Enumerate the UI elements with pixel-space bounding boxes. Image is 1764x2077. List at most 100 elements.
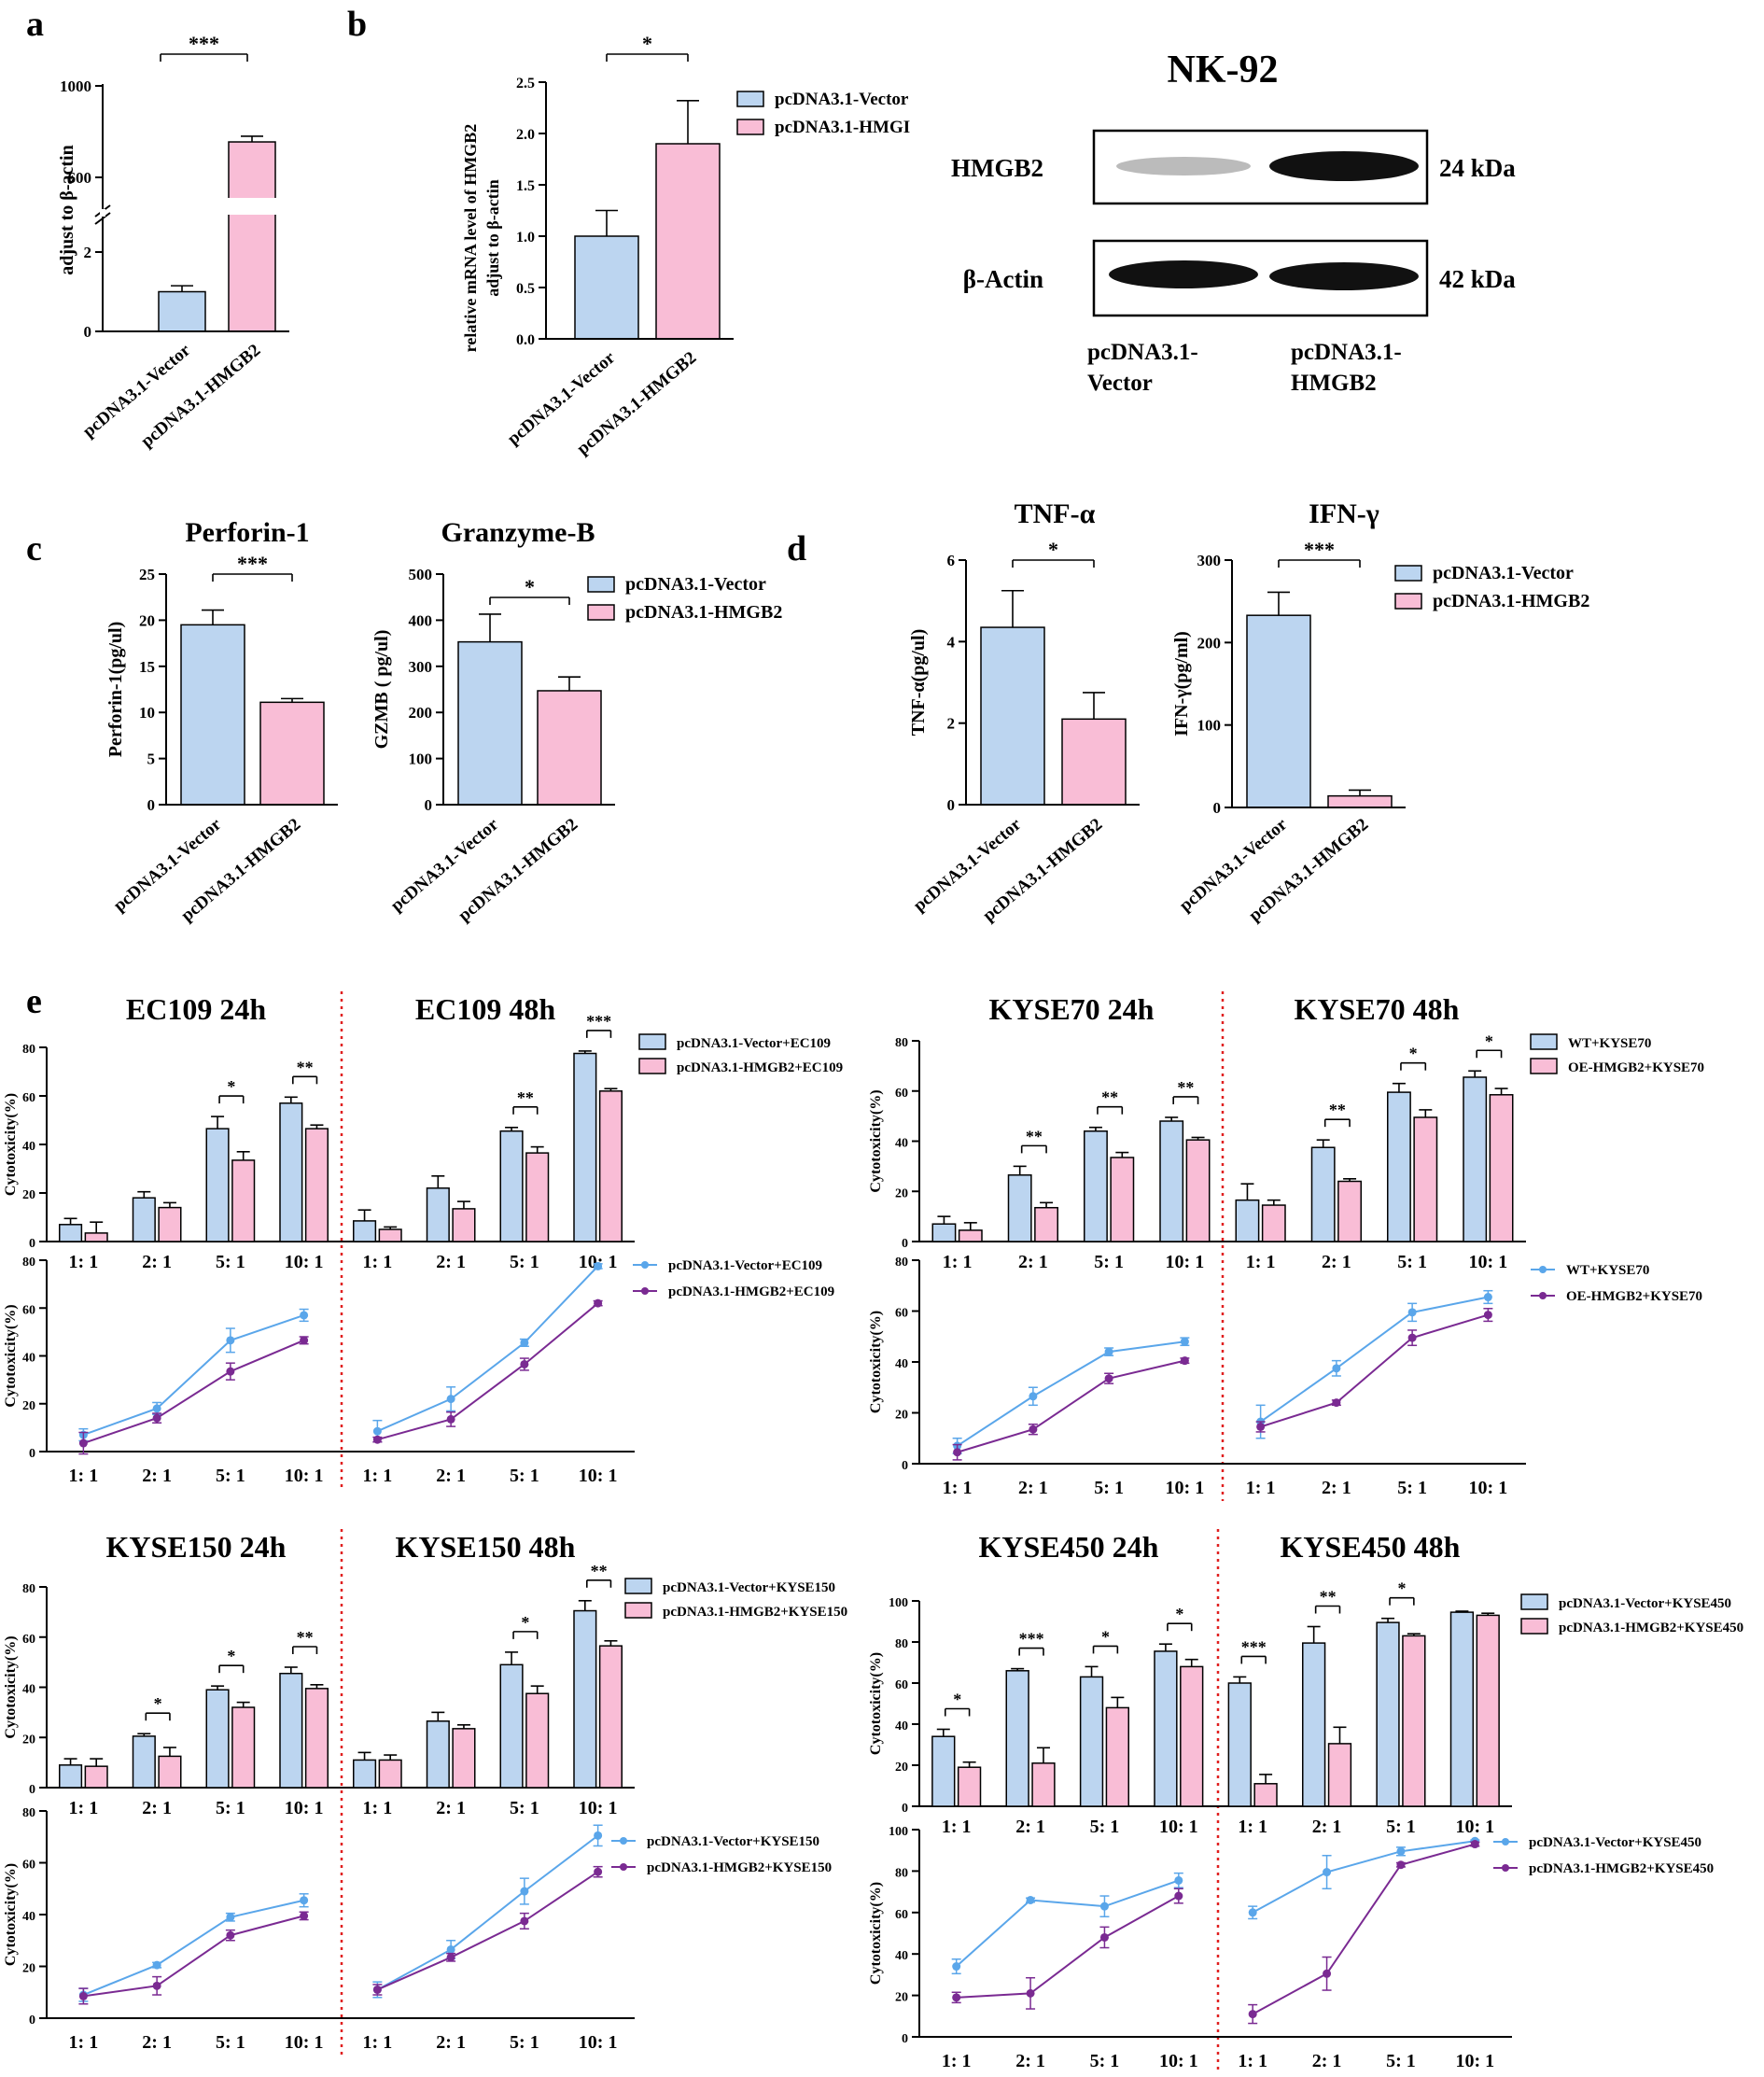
data-point	[446, 1414, 455, 1424]
series-line	[957, 1359, 1185, 1453]
x-tick-label: 5: 1	[510, 1252, 539, 1272]
y-tick-label: 40	[895, 1719, 908, 1733]
x-tick-label: 1: 1	[943, 1478, 973, 1498]
series-line	[1260, 1313, 1489, 1428]
y-tick-label: 80	[895, 1637, 908, 1651]
y-tick-label: 40	[22, 1140, 35, 1154]
significance-mark: **	[1329, 1101, 1346, 1119]
y-tick-label: 0	[84, 323, 92, 341]
x-tick-label: 2: 1	[1015, 1817, 1045, 1837]
x-tick-label: 10: 1	[1159, 1817, 1198, 1837]
vector-bar	[573, 1609, 597, 1789]
x-tick-label: 2: 1	[436, 1466, 466, 1486]
x-tick-label: pcDNA3.1-HMGB2	[137, 341, 264, 452]
x-tick-label: 10: 1	[285, 1466, 324, 1486]
y-axis-label: Cytotoxicity(%)	[3, 1635, 19, 1738]
y-tick-label: 20	[895, 1186, 908, 1200]
x-tick-label: 2: 1	[1018, 1252, 1048, 1272]
vector-bar	[499, 1130, 524, 1242]
significance-mark: **	[1177, 1078, 1194, 1097]
x-tick-label: 5: 1	[1090, 2051, 1120, 2071]
y-tick-label: 400	[409, 611, 433, 629]
data-point	[594, 1298, 603, 1308]
y-tick-label: 60	[895, 1908, 908, 1922]
x-tick-label: 5: 1	[216, 1466, 245, 1486]
y-tick-label: 20	[895, 1409, 908, 1423]
data-point	[300, 1896, 309, 1905]
series-line	[376, 1871, 599, 1991]
vector-bar	[353, 1759, 377, 1789]
legend-label: OE-HMGB2+KYSE70	[1568, 1060, 1704, 1075]
data-point	[226, 1367, 235, 1376]
y-tick-label: 2	[84, 244, 92, 261]
data-point	[1099, 1902, 1109, 1911]
blot-band	[1109, 260, 1258, 288]
significance-mark: **	[1320, 1588, 1337, 1607]
y-tick-label: 60	[895, 1087, 908, 1101]
vector-bar	[132, 1735, 156, 1789]
axis-break-gap	[100, 209, 105, 217]
y-tick-label: 200	[1197, 634, 1222, 652]
y-axis-label: GZMB ( pg/ul)	[371, 630, 392, 750]
data-point	[372, 1985, 382, 1994]
chart-title: KYSE70 48h	[1295, 992, 1460, 1026]
vector-bar	[1007, 1174, 1032, 1242]
hmgb2-bar	[598, 1090, 623, 1242]
axis-break	[94, 212, 111, 225]
significance-mark: *	[1048, 538, 1058, 561]
legend-marker	[1539, 1266, 1547, 1273]
x-tick-label: 10: 1	[285, 2032, 324, 2053]
vector-bar	[1376, 1621, 1400, 1807]
legend-label: pcDNA3.1-Vector	[775, 90, 909, 109]
x-tick-label: 2: 1	[142, 1798, 172, 1818]
chart-title: KYSE450 48h	[1281, 1530, 1461, 1564]
vector-bar	[1235, 1199, 1260, 1242]
data-point	[1483, 1311, 1492, 1320]
blot-row-label: HMGB2	[951, 154, 1043, 182]
y-axis-label: Cytotoxicity(%)	[868, 1089, 884, 1192]
y-tick-label: 0	[425, 796, 433, 814]
y-tick-label: 0	[1213, 799, 1222, 817]
y-tick-label: 0	[29, 2014, 35, 2028]
x-tick-label: 2: 1	[436, 2032, 466, 2053]
y-tick-label: 20	[22, 1962, 35, 1976]
x-tick-label: 2: 1	[1018, 1478, 1048, 1498]
hmgb2-bar	[1489, 1094, 1514, 1242]
x-tick-label: 2: 1	[142, 1252, 172, 1272]
data-point	[594, 1867, 603, 1876]
vector-bar	[931, 1223, 957, 1242]
x-tick-label: 10: 1	[579, 1466, 618, 1486]
blot-kda-label: 42 kDa	[1439, 265, 1516, 293]
hmgb2-bar	[655, 143, 721, 340]
hmgb2-bar	[304, 1688, 329, 1789]
y-tick-label: 60	[22, 1633, 35, 1647]
y-tick-label: 1000	[60, 77, 91, 95]
chart-title: TNF-α	[1015, 498, 1096, 529]
x-tick-label: 5: 1	[1094, 1252, 1124, 1272]
data-point	[152, 1404, 161, 1413]
data-point	[1332, 1364, 1341, 1373]
data-point	[1174, 1875, 1183, 1885]
panel-letter-c: c	[26, 529, 42, 568]
data-point	[1396, 1846, 1406, 1856]
x-tick-label: 10: 1	[1469, 1478, 1508, 1498]
legend-label: pcDNA3.1-HMGB2+EC109	[677, 1060, 843, 1075]
chart-title: EC109 48h	[415, 992, 555, 1026]
legend-label: pcDNA3.1-Vector+KYSE450	[1529, 1835, 1701, 1850]
x-tick-label: 10: 1	[285, 1252, 324, 1272]
vector-bar	[1246, 614, 1311, 808]
data-point	[1248, 1908, 1257, 1917]
hmgb2-bar	[1476, 1614, 1500, 1807]
y-tick-label: 0.0	[516, 332, 535, 348]
legend-swatch	[1394, 593, 1422, 610]
data-point	[1104, 1347, 1113, 1356]
vector-bar	[279, 1102, 303, 1242]
y-tick-label: 500	[409, 566, 433, 583]
significance-mark: **	[297, 1058, 314, 1076]
vector-bar	[1154, 1650, 1178, 1807]
y-axis-label: relative mRNA level of HMGB2	[461, 124, 480, 353]
y-tick-label: 80	[895, 1036, 908, 1050]
legend-marker	[1502, 1864, 1509, 1872]
data-point	[594, 1261, 603, 1270]
